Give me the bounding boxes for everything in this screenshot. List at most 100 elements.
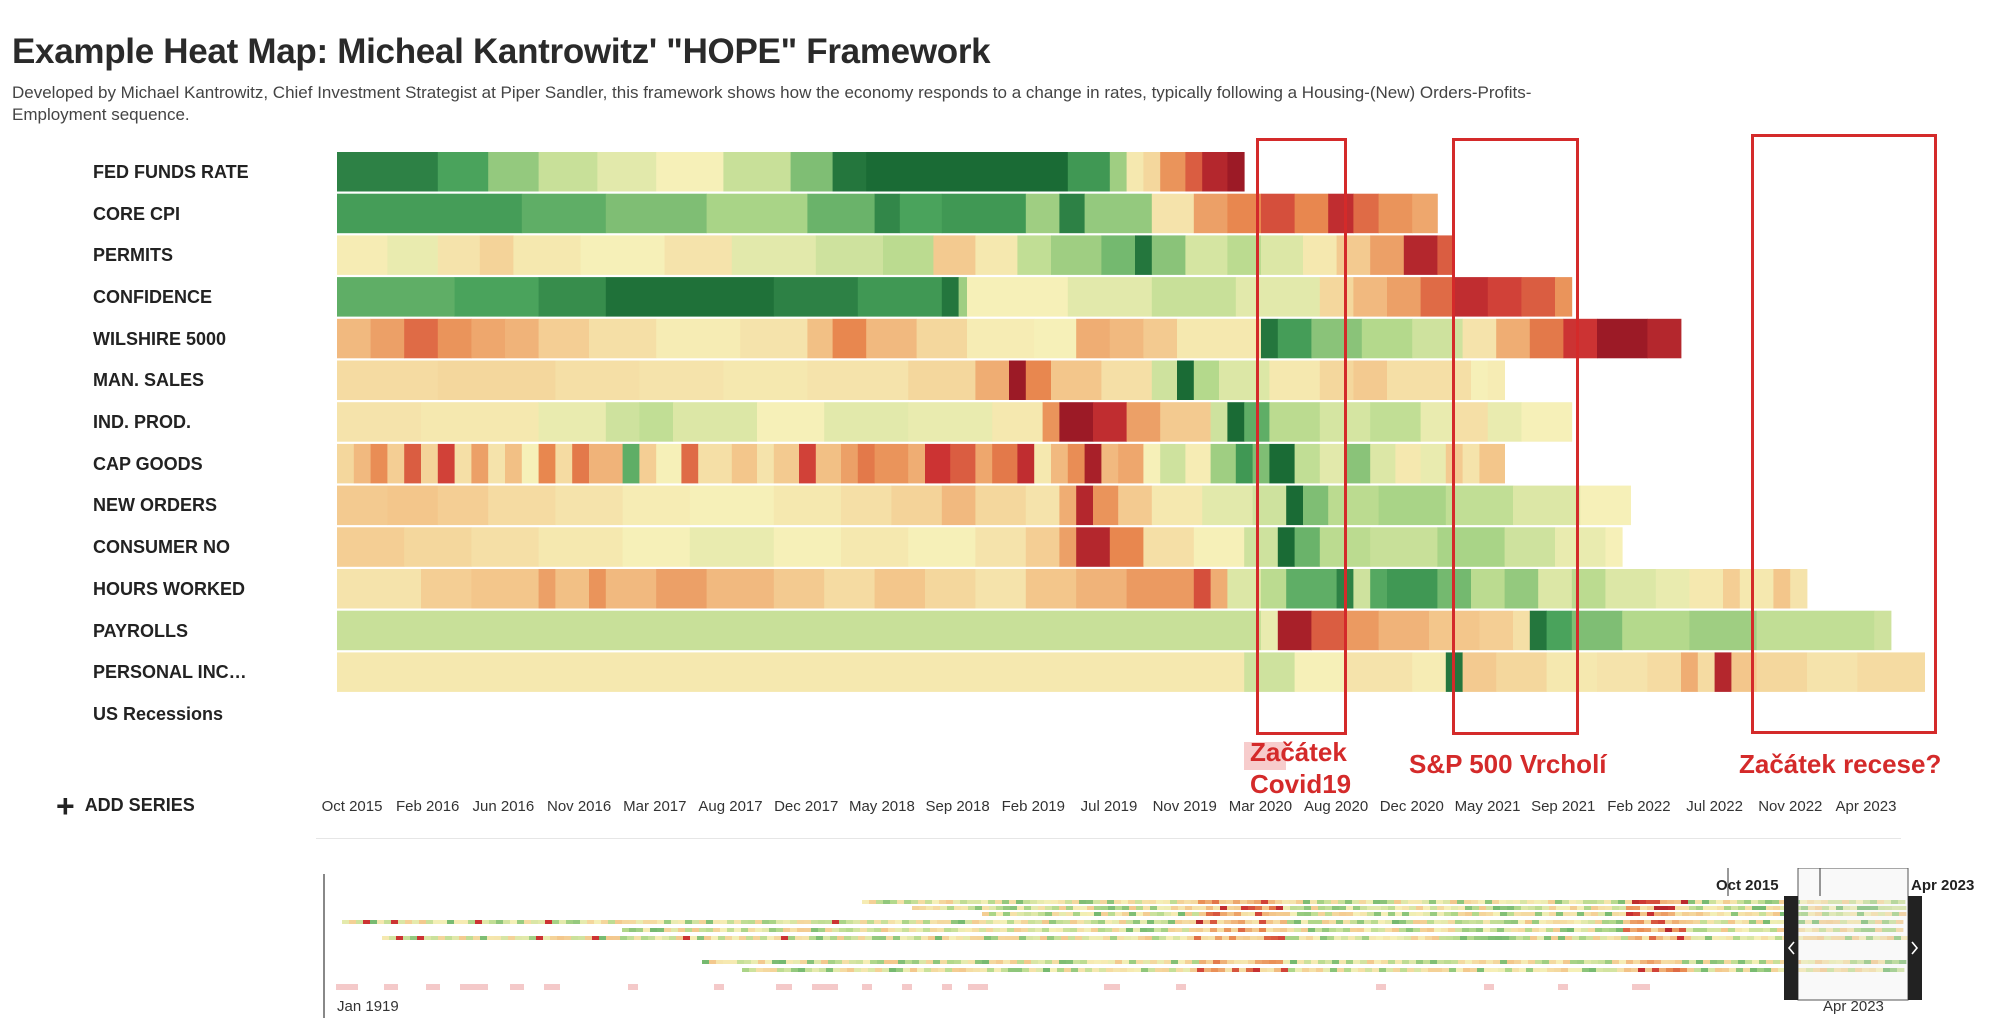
navigator-cell	[1150, 906, 1158, 910]
navigator-cell	[1868, 920, 1876, 924]
heatmap-cell	[1437, 527, 1505, 567]
navigator-cell	[791, 968, 799, 972]
heatmap-cell	[1151, 193, 1195, 234]
navigator-cell	[825, 928, 833, 932]
navigator-cell	[1131, 936, 1139, 940]
navigator-cell	[1479, 912, 1487, 916]
heatmap-cell	[639, 402, 674, 442]
navigator-cell	[1071, 968, 1079, 972]
navigator-cell	[1840, 920, 1848, 924]
navigator-cell	[769, 920, 777, 924]
navigator-cell	[1700, 928, 1708, 932]
navigator-cell	[931, 968, 939, 972]
navigator-cell	[809, 936, 817, 940]
navigator-left-handle[interactable]	[1784, 896, 1798, 1000]
heatmap-cell	[891, 485, 943, 526]
navigator-cell	[826, 968, 834, 972]
heatmap-cell	[967, 277, 1069, 317]
heatmap-cell	[1471, 360, 1489, 400]
navigator-cell	[1661, 906, 1669, 910]
heatmap-cell	[639, 360, 724, 400]
navigator-cell	[718, 936, 726, 940]
navigator-cell	[1063, 928, 1071, 932]
navigator-cell	[1824, 936, 1832, 940]
navigator-cell	[1392, 928, 1400, 932]
navigator-cell	[1185, 960, 1193, 964]
navigator-cell	[865, 936, 873, 940]
navigator-cell	[1226, 900, 1234, 904]
navigator-cell	[564, 936, 572, 940]
heatmap-cell	[488, 443, 506, 484]
navigator-cell	[877, 960, 885, 964]
heatmap-cell	[580, 235, 665, 275]
navigator-cell	[888, 920, 896, 924]
navigator-cell	[1626, 912, 1634, 916]
navigator-cell	[1196, 920, 1204, 924]
navigator-recession-band	[426, 984, 440, 990]
navigator-cell	[538, 920, 546, 924]
navigator-cell	[1014, 928, 1022, 932]
navigator-cell	[1267, 968, 1275, 972]
navigator-cell	[837, 936, 845, 940]
navigator-cell	[1847, 928, 1855, 932]
navigator-window[interactable]	[1797, 868, 1909, 1001]
navigator-cell	[1444, 960, 1452, 964]
navigator-cell	[1192, 906, 1200, 910]
heatmap-cell	[1261, 235, 1304, 275]
navigator-cell	[1000, 920, 1008, 924]
navigator-cell	[1077, 920, 1085, 924]
navigator-cell	[501, 936, 509, 940]
range-navigator[interactable]	[322, 868, 1922, 1018]
navigator-cell	[1254, 900, 1262, 904]
navigator-cell	[1311, 906, 1319, 910]
navigator-cell	[1537, 936, 1545, 940]
navigator-cell	[1177, 900, 1185, 904]
navigator-cell	[1812, 920, 1820, 924]
navigator-cell	[1126, 928, 1134, 932]
navigator-cell	[1031, 912, 1039, 916]
heatmap-cell	[757, 443, 775, 484]
navigator-cell	[1101, 906, 1109, 910]
heatmap-cell	[790, 152, 833, 192]
navigator-cell	[1301, 928, 1309, 932]
navigator-cell	[1674, 900, 1682, 904]
navigator-cell	[620, 936, 628, 940]
heatmap-cell	[1126, 152, 1144, 192]
navigator-cell	[1801, 960, 1809, 964]
navigator-cell	[1346, 912, 1354, 916]
navigator-cell	[440, 920, 448, 924]
navigator-cell	[818, 928, 826, 932]
heatmap-cell	[807, 193, 875, 234]
navigator-cell	[1056, 928, 1064, 932]
heatmap-cell	[1479, 610, 1514, 651]
navigator-cell	[489, 920, 497, 924]
navigator-cell	[1366, 900, 1374, 904]
navigator-cell	[937, 920, 945, 924]
navigator-cell	[960, 900, 968, 904]
navigator-cell	[882, 968, 890, 972]
navigator-cell	[1484, 968, 1492, 972]
navigator-cell	[1864, 912, 1872, 916]
heatmap-cell	[538, 277, 607, 317]
navigator-cell	[1546, 928, 1554, 932]
row-label: PAYROLLS	[93, 620, 189, 641]
navigator-cell	[909, 928, 917, 932]
navigator-right-handle[interactable]	[1908, 896, 1922, 1000]
navigator-cell	[776, 928, 784, 932]
heatmap-cell	[908, 443, 926, 484]
add-series-button[interactable]: + ADD SERIES	[56, 790, 195, 822]
navigator-cell	[1511, 920, 1519, 924]
heatmap-cell	[353, 443, 371, 484]
navigator-cell	[1381, 906, 1389, 910]
heatmap-cell	[967, 318, 1035, 359]
navigator-cell	[734, 928, 742, 932]
heatmap-cell	[1370, 527, 1438, 567]
navigator-cell	[1637, 928, 1645, 932]
navigator-cell	[1210, 928, 1218, 932]
navigator-cell	[1579, 936, 1587, 940]
navigator-cell	[494, 936, 502, 940]
navigator-cell	[972, 920, 980, 924]
navigator-cell	[601, 920, 609, 924]
navigator-cell	[1255, 912, 1263, 916]
heatmap-cell	[337, 152, 439, 192]
